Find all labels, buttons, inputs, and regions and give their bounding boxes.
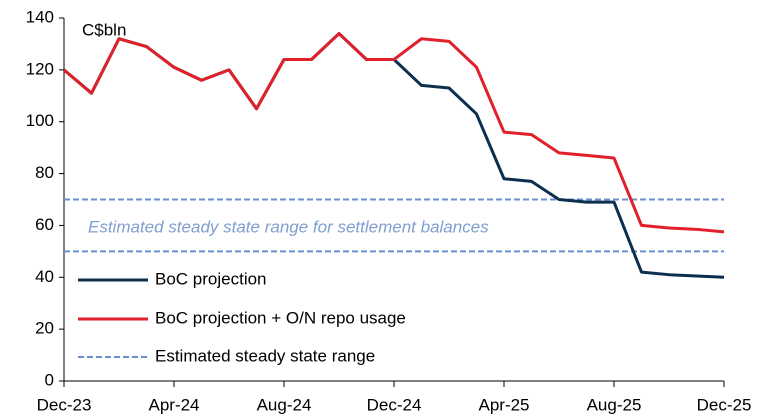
y-tick-label: 140 <box>26 7 54 26</box>
y-tick-label: 80 <box>35 163 54 182</box>
legend-label: Estimated steady state range <box>155 346 375 365</box>
legend-label: BoC projection <box>155 269 267 288</box>
series-line <box>63 32 725 279</box>
unit-label: C$bln <box>82 20 126 39</box>
x-tick-label: Apr-24 <box>148 395 199 414</box>
annotation: Estimated steady state range for settlem… <box>88 217 489 236</box>
x-tick-label: Dec-25 <box>697 395 752 414</box>
x-tick-label: Dec-23 <box>37 395 92 414</box>
x-tick-label: Aug-24 <box>257 395 312 414</box>
y-tick-label: 20 <box>35 319 54 338</box>
y-tick-label: 40 <box>35 267 54 286</box>
x-tick-label: Dec-24 <box>367 395 422 414</box>
y-tick-label: 120 <box>26 59 54 78</box>
y-tick-label: 100 <box>26 111 54 130</box>
x-tick-label: Apr-25 <box>478 395 529 414</box>
legend-label: BoC projection + O/N repo usage <box>155 308 406 327</box>
y-tick-label: 60 <box>35 215 54 234</box>
x-tick-label: Aug-25 <box>587 395 642 414</box>
series-line <box>63 32 725 234</box>
y-tick-label: 0 <box>45 370 54 389</box>
